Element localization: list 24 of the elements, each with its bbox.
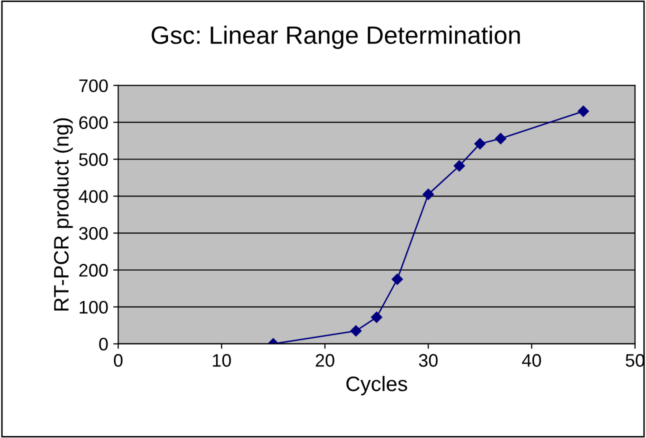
y-tick-label: 700 bbox=[79, 79, 108, 92]
point bbox=[578, 106, 589, 117]
x-tick-label: 30 bbox=[418, 354, 438, 367]
x-tick-label: 40 bbox=[522, 354, 541, 367]
point bbox=[495, 132, 506, 144]
point bbox=[422, 188, 434, 200]
y-tick-label: 0 bbox=[99, 338, 108, 351]
point bbox=[474, 138, 486, 150]
point bbox=[454, 160, 465, 172]
y-tick-label: 500 bbox=[79, 153, 108, 166]
chart-title: Gsc: Linear Range Determination bbox=[152, 26, 520, 49]
y-tick-label: 400 bbox=[78, 190, 108, 203]
x-tick-label: 10 bbox=[212, 354, 231, 367]
point bbox=[371, 312, 382, 323]
y-axis-title: RT-PCR product (ng) bbox=[53, 118, 73, 311]
point bbox=[392, 274, 403, 285]
x-tick-label: 0 bbox=[114, 354, 123, 367]
x-tick-label: 20 bbox=[316, 354, 334, 367]
x-axis-title: Cycles bbox=[346, 376, 408, 396]
y-tick-label: 200 bbox=[79, 264, 108, 277]
y-tick-label: 600 bbox=[79, 116, 108, 130]
y-tick-label: 300 bbox=[79, 227, 108, 240]
y-tick-label: 100 bbox=[80, 300, 108, 314]
point bbox=[350, 325, 362, 337]
